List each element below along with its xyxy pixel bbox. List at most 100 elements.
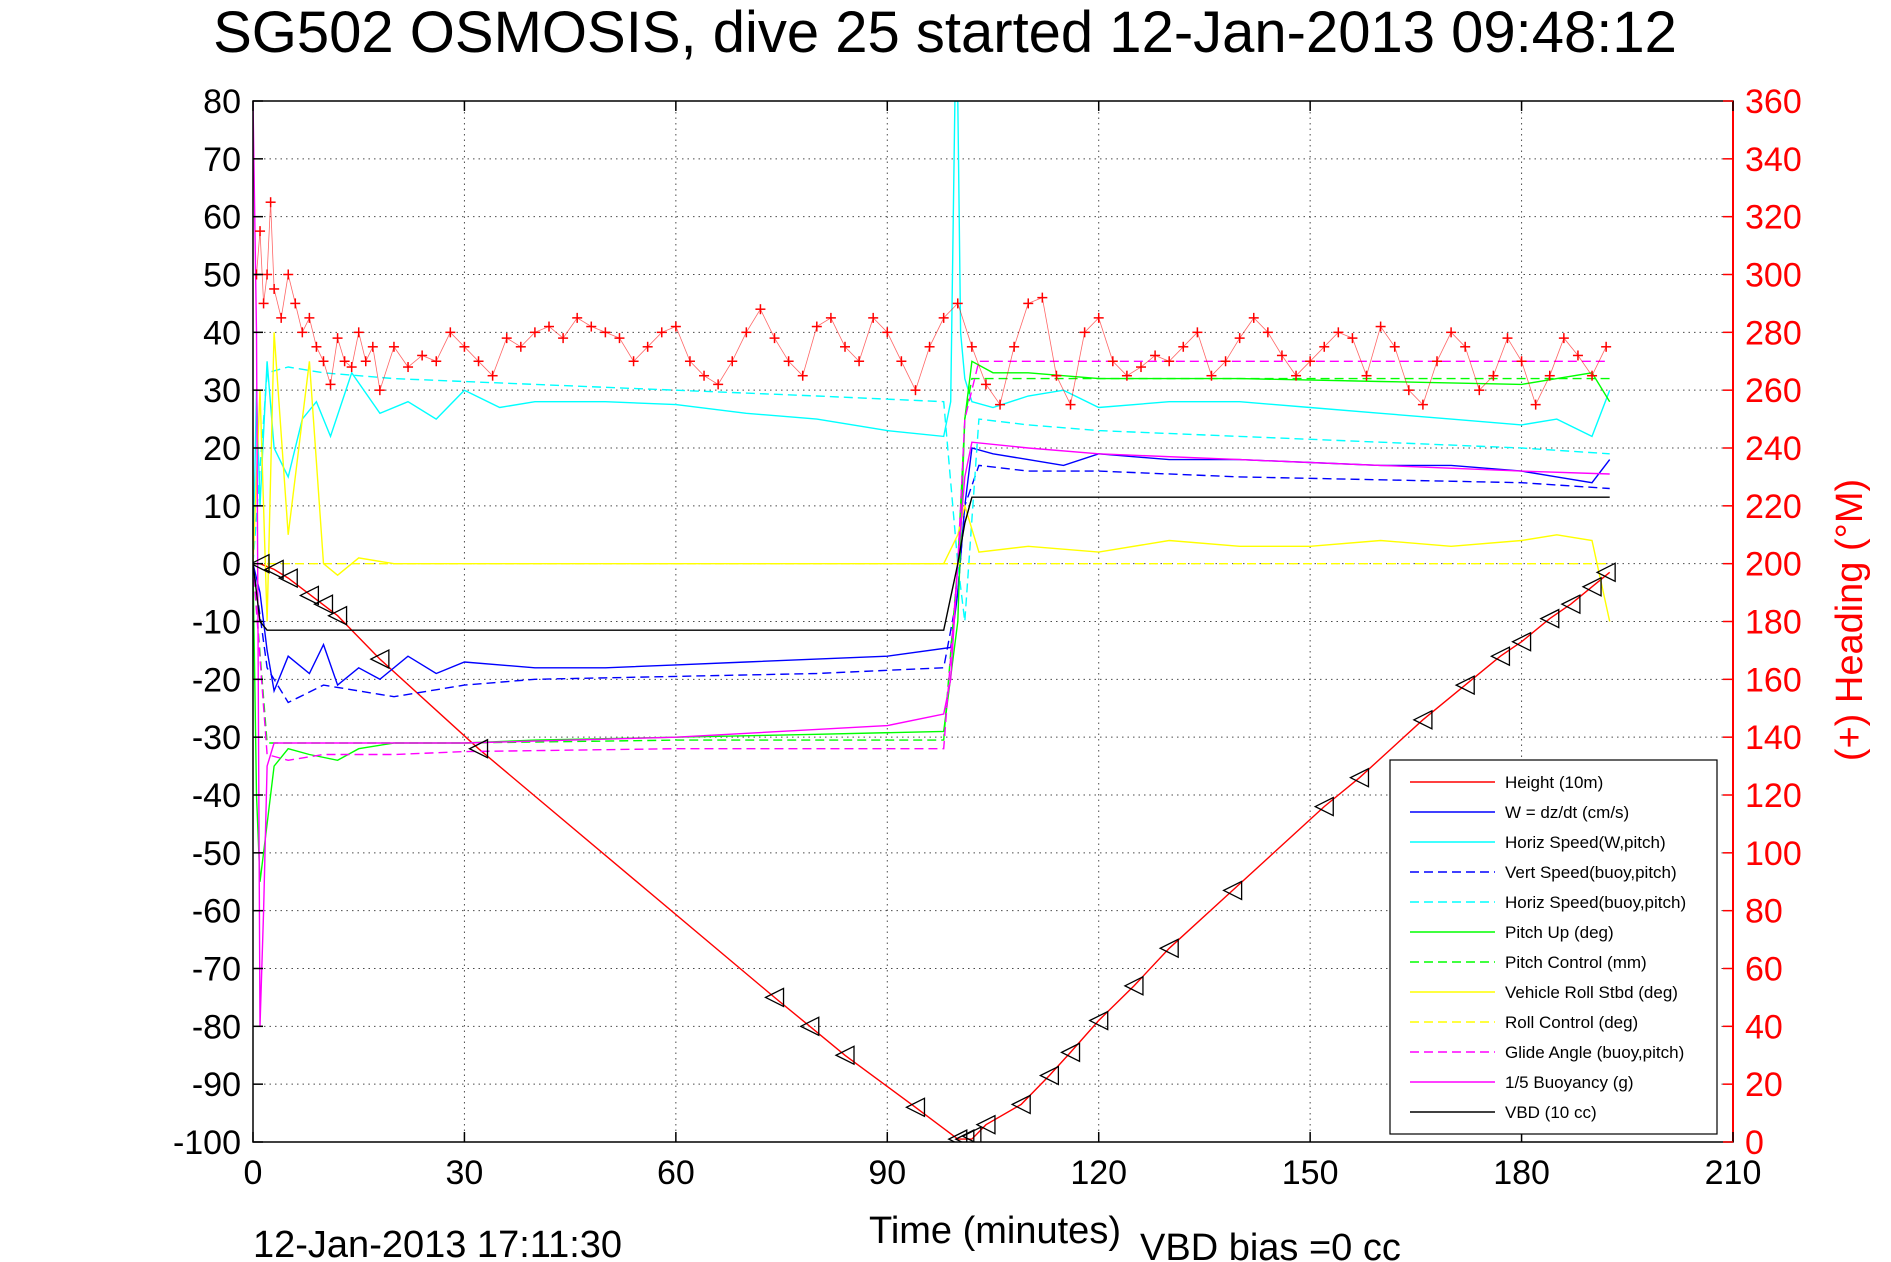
- heading-point: [1107, 356, 1118, 367]
- x-tick-label: 180: [1493, 1154, 1550, 1192]
- height-marker: [1349, 767, 1370, 788]
- y2-tick-label: 260: [1745, 372, 1802, 410]
- heading-point: [1319, 341, 1330, 352]
- y2-tick-label: 240: [1745, 430, 1802, 468]
- series-line-vert-speed-buoy-pitch: [253, 464, 1610, 704]
- y2-tick-label: 340: [1745, 141, 1802, 179]
- y2-tick-label: 0: [1745, 1124, 1764, 1162]
- heading-point: [403, 362, 414, 373]
- footer-vbd-bias: VBD bias =0 cc: [1140, 1227, 1401, 1262]
- heading-point: [258, 298, 269, 309]
- heading-point: [353, 327, 364, 338]
- y-tick-label: -30: [192, 719, 241, 757]
- heading-point: [614, 333, 625, 344]
- legend-label: Horiz Speed(W,pitch): [1505, 833, 1666, 852]
- heading-trace: [256, 202, 1607, 406]
- heading-point: [966, 341, 977, 352]
- heading-point: [1375, 321, 1386, 332]
- heading-point: [388, 341, 399, 352]
- heading-point: [367, 341, 378, 352]
- heading-point: [346, 362, 357, 373]
- heading-point: [1178, 341, 1189, 352]
- x-tick-label: 210: [1705, 1154, 1762, 1192]
- heading-point: [1389, 341, 1400, 352]
- heading-point: [1065, 399, 1076, 410]
- y2-tick-label: 160: [1745, 661, 1802, 699]
- legend-label: 1/5 Buoyancy (g): [1505, 1073, 1634, 1092]
- x-tick-label: 30: [446, 1154, 484, 1192]
- heading-point: [360, 356, 371, 367]
- height-marker: [1539, 608, 1560, 629]
- heading-point: [1023, 298, 1034, 309]
- height-marker: [1158, 938, 1179, 959]
- heading-point: [699, 370, 710, 381]
- y2-tick-label: 120: [1745, 777, 1802, 815]
- y2-axis-label: (+) Heading (°M): [1829, 479, 1871, 761]
- y2-tick-label: 200: [1745, 546, 1802, 584]
- heading-point: [332, 333, 343, 344]
- y2-tick-label: 140: [1745, 719, 1802, 757]
- heading-point: [265, 197, 276, 208]
- heading-point: [995, 399, 1006, 410]
- height-marker: [1560, 594, 1581, 615]
- legend-label: Pitch Control (mm): [1505, 953, 1647, 972]
- x-tick-label: 90: [868, 1154, 906, 1192]
- heading-point: [558, 333, 569, 344]
- y2-tick-label: 320: [1745, 199, 1802, 237]
- legend-label: Roll Control (deg): [1505, 1013, 1638, 1032]
- height-marker: [1222, 880, 1243, 901]
- y-tick-label: -50: [192, 835, 241, 873]
- heading-point: [297, 327, 308, 338]
- heading-point: [459, 341, 470, 352]
- legend-label: VBD (10 cc): [1505, 1103, 1597, 1122]
- heading-point: [262, 269, 273, 280]
- legend: Height (10m) W = dz/dt (cm/s) Horiz Speed(…: [1389, 759, 1718, 1135]
- heading-point: [1192, 327, 1203, 338]
- heading-point: [1460, 341, 1471, 352]
- heading-point: [501, 333, 512, 344]
- heading-point: [684, 356, 695, 367]
- y2-tick-label: 40: [1745, 1008, 1783, 1046]
- heading-point: [656, 327, 667, 338]
- height-marker: [327, 605, 348, 626]
- heading-point: [544, 321, 554, 332]
- heading-point: [1587, 370, 1598, 381]
- legend-label: Horiz Speed(buoy,pitch): [1505, 893, 1686, 912]
- legend-label: Height (10m): [1505, 773, 1603, 792]
- heading-point: [1262, 327, 1273, 338]
- heading-point: [487, 370, 498, 381]
- heading-point: [1150, 350, 1161, 361]
- heading-point: [515, 341, 526, 352]
- y-tick-label: -100: [173, 1124, 241, 1162]
- heading-point: [1417, 399, 1428, 410]
- heading-point: [276, 312, 287, 323]
- heading-point: [1079, 327, 1090, 338]
- height-marker: [1123, 975, 1144, 996]
- heading-point: [1558, 333, 1569, 344]
- height-marker: [905, 1097, 926, 1118]
- y2-tick-label: 100: [1745, 835, 1802, 873]
- legend-label: Vert Speed(buoy,pitch): [1505, 863, 1677, 882]
- heading-point: [304, 312, 315, 323]
- heading-point: [1276, 350, 1287, 361]
- y2-tick-label: 300: [1745, 257, 1802, 295]
- heading-point: [1305, 356, 1316, 367]
- height-marker: [1581, 576, 1602, 597]
- x-tick-label: 120: [1070, 1154, 1127, 1192]
- height-marker: [1088, 1010, 1109, 1031]
- y-tick-label: 50: [203, 257, 241, 295]
- y-tick-label: -90: [192, 1066, 241, 1104]
- heading-point: [1544, 370, 1555, 381]
- heading-point: [255, 226, 266, 237]
- chart-title: SG502 OSMOSIS, dive 25 started 12-Jan-20…: [213, 0, 1677, 65]
- heading-point: [1516, 356, 1527, 367]
- heading-point: [769, 333, 780, 344]
- heading-point: [1572, 350, 1583, 361]
- heading-point: [473, 356, 484, 367]
- series-line-vbd-10-cc: [253, 496, 1610, 631]
- heading-point: [882, 327, 893, 338]
- heading-point: [811, 321, 822, 332]
- y2-tick-label: 220: [1745, 488, 1802, 526]
- heading-point: [1403, 385, 1414, 396]
- y2-tick-label: 60: [1745, 951, 1783, 989]
